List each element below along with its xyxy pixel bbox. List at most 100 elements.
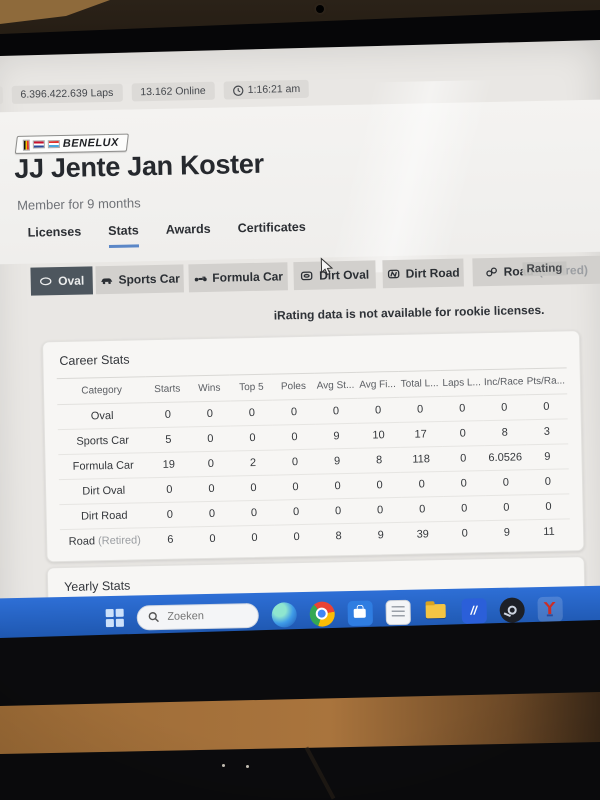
filter-dirt-road[interactable]: Dirt Road [382,258,464,289]
mouse-cursor [320,257,334,276]
column-header[interactable]: Starts [145,375,189,403]
stat-cell: 0 [543,400,550,413]
tab-stats[interactable]: Stats [108,223,140,248]
stat-cell: 0 [526,468,570,495]
column-header[interactable]: Avg Fi... [356,371,399,399]
column-header[interactable]: Pts/Ra... [524,367,568,395]
notepad-icon[interactable] [384,599,411,625]
edge-icon[interactable] [270,601,297,628]
stat-cell: 9 [315,448,359,475]
stat-cell: 9 [315,423,358,450]
category-cell: Dirt Oval [58,477,149,505]
taskbar-search[interactable] [136,602,259,630]
code-icon[interactable]: // [460,597,487,624]
stat-cell: 8 [483,419,527,446]
stat-cell: 0 [190,475,233,502]
filter-formula-car[interactable]: Formula Car [188,262,288,293]
filter-label: Oval [58,273,85,289]
column-header[interactable]: Inc/Race [482,368,526,396]
filter-road-retired[interactable]: Road (Retired) Rating [472,255,600,287]
stat-cell: 0 [316,473,359,500]
stat-cell: 0 [148,501,192,528]
belgium-flag-icon [22,139,30,151]
column-header[interactable]: Total L... [398,370,441,398]
category-cell: Sports Car [57,427,148,455]
dirt-road-icon [387,268,401,280]
tab-certificates[interactable]: Certificates [237,219,306,236]
filter-label: Dirt Road [405,265,460,281]
stat-cell: 10 [357,422,400,449]
netherlands-flag-icon [32,140,45,149]
tab-awards[interactable]: Awards [165,221,211,237]
victory-icon[interactable] [536,596,563,627]
steam-icon[interactable] [498,596,525,623]
irating-notice: iRating data is not available for rookie… [273,302,545,323]
stat-cell: 0 [274,499,318,526]
category-cell: Oval [90,409,114,423]
time-chip: 1:16:21 am [223,79,310,100]
tab-licenses[interactable]: Licenses [27,224,82,240]
explorer-icon[interactable] [423,598,449,624]
category-cell: Dirt Road [59,502,150,530]
stat-cell: 0 [275,524,318,550]
stat-cell: 3 [525,418,569,445]
stat-cell: 0 [248,406,256,420]
stat-cell: 17 [399,421,442,448]
stat-cell: 8 [317,523,360,549]
road-icon [484,266,498,278]
stat-cell: 0 [484,469,528,496]
filter-sports-car[interactable]: Sports Car [95,264,184,295]
store-icon[interactable] [346,600,373,626]
code-glyph: // [470,603,478,618]
stat-cell: 9 [485,519,529,546]
column-header[interactable]: Top 5 [230,374,273,401]
indicator-dot [222,764,225,767]
club-badge-label: BENELUX [62,136,120,150]
start-icon[interactable] [105,608,124,628]
career-stats-table: Category Starts Wins Top 5 Poles Avg St... Avg… [56,367,571,555]
stat-cell: 0 [400,496,444,523]
stat-cell: 0 [232,500,276,526]
column-header[interactable]: Category [56,376,147,405]
stat-cell: 9 [359,522,402,548]
category-cell: Road (Retired) [59,527,150,555]
stat-cell: 0 [443,520,487,547]
stat-cell: 0 [416,403,424,416]
membership-duration: Member for 9 months [16,195,141,213]
stat-cell: 0 [148,476,191,503]
stat-cell: 0 [442,470,486,497]
windows-taskbar: // [0,585,600,643]
rating-overlay-label: Rating [522,261,567,277]
stat-cell: 19 [147,451,191,478]
filter-oval[interactable]: Oval [30,266,93,296]
stat-cell: 0 [190,500,234,527]
stat-cell: 0 [442,495,486,522]
career-stats-card: Career Stats Category Starts Wins Top 5 Pole… [41,330,585,563]
category-cell: Formula Car [58,452,149,480]
column-header[interactable]: Laps L... [440,369,483,397]
stat-cell: 0 [441,420,485,447]
status-chip-partial: 13 [0,86,3,105]
stat-cell: 0 [233,525,276,551]
laps-chip: 6.396.422.639 Laps [11,83,123,104]
webcam-icon [316,5,324,13]
column-header[interactable]: Poles [272,373,315,401]
search-input[interactable] [165,608,246,624]
dirt-oval-icon [300,270,314,282]
stat-cell: 0 [189,425,232,452]
stat-cell: 0 [316,498,360,525]
stat-cell: 2 [231,450,275,476]
column-header[interactable]: Avg St... [314,372,357,400]
stat-cell: 0 [400,471,443,498]
stat-cell: 0 [332,405,340,418]
filter-dirt-oval[interactable]: Dirt Oval [293,260,376,291]
online-chip: 13.162 Online [131,81,215,102]
search-icon [148,612,159,623]
stat-cell: 6 [149,526,192,553]
stat-cell: 118 [399,446,443,473]
sports-car-icon [99,274,113,286]
column-header[interactable]: Wins [188,374,231,402]
chrome-icon[interactable] [308,600,335,627]
stat-cell: 0 [273,449,317,476]
stat-cell: 0 [374,404,382,417]
